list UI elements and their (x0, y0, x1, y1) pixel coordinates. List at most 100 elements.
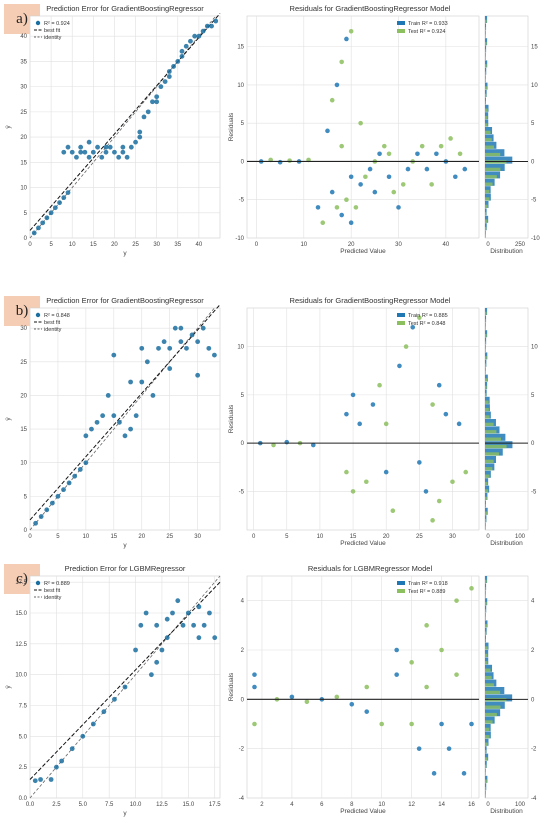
histogram-bar-train (485, 672, 494, 680)
histogram-bar-test (485, 138, 492, 142)
y-tick-label: -2 (239, 747, 245, 753)
histogram-bar-test (485, 319, 486, 323)
histogram-bar-test (485, 459, 494, 463)
data-point (179, 48, 185, 54)
test-point (457, 151, 463, 157)
x-tick-label: 0.0 (26, 802, 35, 808)
legend-best-fit: best fit (44, 320, 61, 326)
histogram-bar-test (485, 234, 486, 238)
histogram-bar-test (485, 489, 489, 493)
histogram-bar-train (485, 119, 489, 127)
histogram-bar-train (485, 193, 491, 201)
histogram-bar-train (485, 500, 486, 508)
data-point (66, 480, 72, 486)
chart-title: Residuals for LGBMRegressor Model (308, 564, 433, 573)
histogram-bar-test (485, 764, 487, 768)
histogram-bar-test (485, 579, 487, 583)
x-tick-label: 20 (383, 534, 390, 540)
y-tick-label: 20 (20, 393, 27, 399)
best-fit-line (29, 13, 221, 231)
train-point (446, 746, 452, 751)
test-point (429, 182, 434, 187)
data-point (161, 339, 167, 345)
data-point (213, 18, 219, 24)
histogram-bar-train (485, 463, 495, 471)
x-tick-label: 25 (416, 534, 423, 540)
y-tick-label: 5 (24, 494, 28, 500)
prediction-error-chart: Prediction Error for GradientBoostingReg… (5, 4, 221, 257)
test-point (436, 498, 442, 504)
legend-train: Train R² = 0.933 (408, 21, 448, 27)
data-point (128, 426, 133, 432)
data-point (82, 149, 88, 155)
histogram-bar-train (485, 178, 495, 186)
y-axis-label: Residuals (228, 112, 235, 141)
histogram-bar-train (485, 679, 497, 687)
plot-area (29, 15, 221, 239)
train-point (334, 82, 340, 88)
histogram-bar-test (485, 356, 487, 360)
histogram-bar-train (485, 642, 489, 650)
histogram-bar-test (485, 511, 488, 515)
train-point (383, 469, 389, 475)
data-point (212, 635, 218, 641)
histogram-bar-train (485, 687, 505, 694)
histogram-bar-test (485, 27, 486, 31)
histogram-bar-train (485, 164, 505, 171)
train-point (405, 166, 411, 172)
data-point (100, 413, 106, 419)
chart-title: Residuals for GradientBoostingRegressor … (290, 4, 451, 13)
x-tick-label: 5 (56, 534, 60, 540)
test-point (339, 143, 344, 149)
histogram-bar-test (485, 49, 486, 53)
x-tick-label: 5.0 (79, 802, 88, 808)
train-point (310, 442, 316, 448)
data-point (57, 200, 62, 206)
histogram-bar-train (485, 761, 487, 768)
data-point (154, 99, 160, 105)
data-point (112, 696, 117, 702)
data-point (77, 467, 83, 472)
histogram-bar-test (485, 430, 497, 434)
histogram-bar-train (485, 186, 491, 194)
x-tick-label: 10 (300, 242, 307, 248)
data-point (55, 493, 61, 499)
data-point (137, 134, 143, 140)
x-tick-label: 14 (438, 802, 445, 808)
x-tick-label: 100 (515, 802, 526, 808)
histogram-bar-train (485, 694, 513, 702)
test-point (364, 684, 370, 690)
data-point (86, 139, 92, 145)
data-point (201, 622, 207, 628)
data-point (83, 460, 89, 466)
test-point (334, 694, 340, 700)
data-point (170, 610, 175, 616)
legend: Train R² = 0.918 Test R² = 0.889 (397, 581, 448, 595)
train-point (461, 771, 467, 776)
x-tick-label: 2 (260, 802, 264, 808)
histogram-bar-train (485, 411, 491, 419)
y-tick-label-right: -5 (531, 489, 537, 495)
histogram-bar-test (485, 638, 486, 643)
data-point (36, 225, 41, 231)
data-point (103, 144, 109, 150)
data-point (178, 339, 184, 345)
data-point (164, 635, 170, 641)
data-point (33, 520, 38, 526)
x-tick-label: 5 (49, 242, 53, 248)
data-point (145, 109, 151, 115)
histogram-bar-train (485, 768, 486, 776)
data-point (204, 23, 210, 29)
train-point (289, 694, 295, 700)
data-point (31, 230, 37, 236)
histogram-bar-train (485, 650, 489, 657)
histogram-bar-test (485, 226, 487, 231)
train-point (443, 411, 449, 417)
x-tick-label: 7.5 (105, 802, 114, 808)
histogram-bar-train (485, 635, 486, 643)
legend-swatch-test (397, 29, 405, 33)
data-point (138, 622, 144, 628)
train-point (462, 166, 468, 172)
test-point (439, 647, 444, 653)
histogram-bar-train (485, 38, 488, 46)
